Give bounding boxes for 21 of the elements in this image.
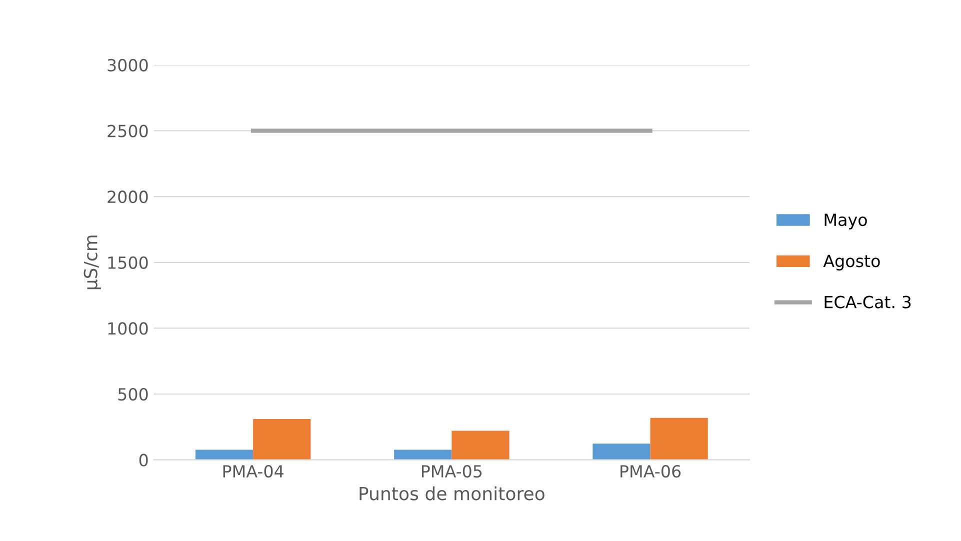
x-tick-label: PMA-05 — [422, 465, 482, 478]
bar — [650, 418, 708, 460]
y-tick-label: 2000 — [108, 190, 148, 204]
legend-label: ECA-Cat. 3 — [824, 296, 911, 308]
y-tick-label: 1500 — [108, 256, 148, 269]
bar — [394, 450, 452, 460]
x-axis-title: Puntos de monitoreo — [360, 486, 544, 500]
legend-label: Mayo — [824, 214, 867, 230]
x-tick-label: PMA-06 — [620, 465, 681, 478]
y-tick-label: 0 — [139, 454, 148, 466]
x-tick-label: PMA-04 — [223, 465, 284, 478]
y-tick-label: 2500 — [108, 124, 148, 138]
bar — [195, 450, 254, 460]
y-tick-label: 500 — [118, 388, 148, 401]
y-axis-title: µS/cm — [84, 236, 101, 290]
bar — [592, 444, 650, 460]
y-tick-label: 1000 — [108, 322, 148, 335]
bar — [253, 419, 311, 460]
bar — [452, 430, 510, 460]
y-tick-label: 3000 — [108, 58, 148, 72]
legend-label: Agosto — [823, 254, 880, 270]
